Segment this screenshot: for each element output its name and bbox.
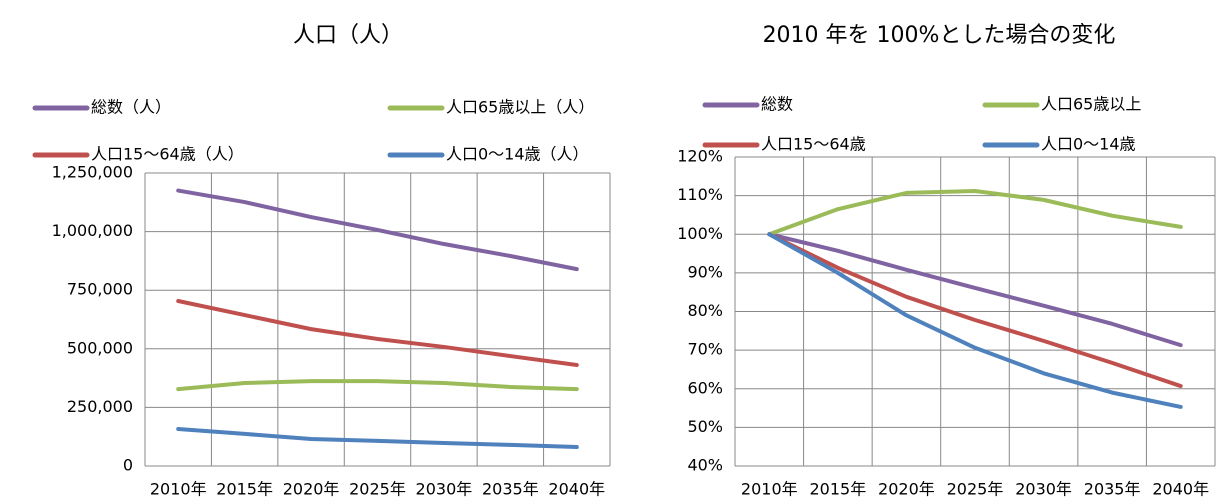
y-tick-label: 80% — [687, 301, 723, 320]
series-line — [176, 188, 579, 272]
y-tick-label: 1,250,000 — [52, 163, 133, 182]
y-tick-label: 50% — [687, 417, 723, 436]
legend-label: 人口0～14歳（人） — [446, 145, 589, 164]
legend-label: 総数（人） — [91, 98, 171, 117]
x-tick-label: 2040年 — [548, 480, 605, 499]
x-tick-label: 2015年 — [809, 480, 866, 499]
legend-label: 人口65歳以上（人） — [446, 98, 594, 117]
series-line — [767, 232, 1183, 409]
series-line — [767, 232, 1183, 389]
y-tick-label: 250,000 — [67, 397, 133, 416]
y-tick-label: 60% — [687, 378, 723, 397]
legend-label: 人口65歳以上 — [1041, 95, 1141, 114]
y-tick-label: 100% — [677, 224, 723, 243]
y-tick-label: 1,000,000 — [52, 221, 133, 240]
x-tick-label: 2010年 — [150, 480, 207, 499]
x-tick-label: 2035年 — [482, 480, 539, 499]
y-tick-label: 750,000 — [67, 280, 133, 299]
x-tick-label: 2035年 — [1084, 480, 1141, 499]
series-line — [767, 188, 1183, 237]
x-tick-label: 2040年 — [1152, 480, 1209, 499]
series-line — [767, 232, 1183, 348]
series-line — [176, 379, 579, 392]
x-tick-label: 2025年 — [947, 480, 1004, 499]
chart-title: 2010 年を 100%とした場合の変化 — [763, 23, 1116, 48]
x-tick-label: 2020年 — [283, 480, 340, 499]
chart-title: 人口（人） — [293, 23, 403, 48]
x-tick-label: 2030年 — [1015, 480, 1072, 499]
legend-label: 人口0～14歳 — [1041, 135, 1136, 154]
legend-label: 総数 — [761, 95, 793, 114]
y-tick-label: 500,000 — [67, 338, 133, 357]
x-tick-label: 2030年 — [416, 480, 473, 499]
x-tick-label: 2025年 — [349, 480, 406, 499]
x-tick-label: 2010年 — [741, 480, 798, 499]
y-tick-label: 120% — [677, 147, 723, 166]
series-line — [176, 298, 579, 367]
legend-label: 人口15～64歳 — [761, 135, 866, 154]
y-tick-label: 110% — [677, 185, 723, 204]
y-tick-label: 40% — [687, 456, 723, 475]
x-tick-label: 2015年 — [216, 480, 273, 499]
y-tick-label: 0 — [123, 456, 133, 475]
y-tick-label: 70% — [687, 340, 723, 359]
legend-label: 人口15～64歳（人） — [91, 145, 244, 164]
series-line — [176, 426, 579, 450]
x-tick-label: 2020年 — [878, 480, 935, 499]
y-tick-label: 90% — [687, 262, 723, 281]
